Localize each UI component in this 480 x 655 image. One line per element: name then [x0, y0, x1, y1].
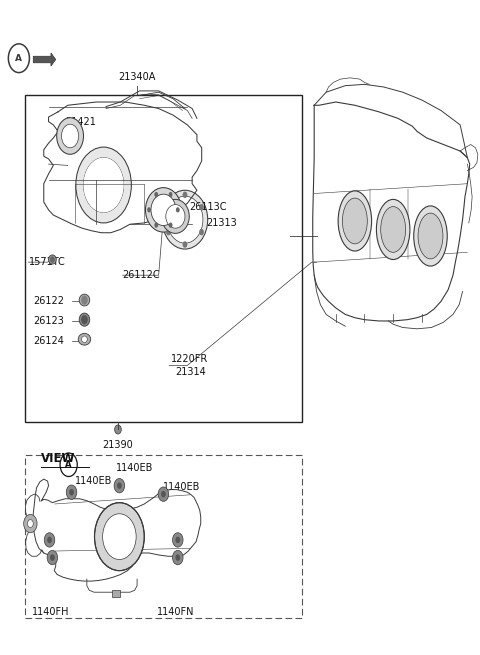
Ellipse shape — [414, 206, 447, 266]
Circle shape — [117, 482, 122, 489]
Polygon shape — [33, 53, 56, 66]
Text: 26123: 26123 — [33, 316, 64, 326]
Ellipse shape — [342, 198, 367, 244]
Ellipse shape — [48, 255, 56, 264]
Text: VIEW: VIEW — [41, 452, 76, 465]
Text: 21313: 21313 — [206, 218, 237, 228]
Circle shape — [175, 536, 180, 543]
Circle shape — [161, 491, 166, 497]
Ellipse shape — [79, 294, 90, 306]
Circle shape — [47, 550, 58, 565]
Circle shape — [158, 487, 168, 501]
Text: 1140EB: 1140EB — [163, 482, 201, 492]
Ellipse shape — [376, 199, 410, 259]
Circle shape — [24, 514, 37, 533]
Circle shape — [114, 479, 125, 493]
Circle shape — [199, 229, 204, 235]
Ellipse shape — [162, 190, 208, 249]
Circle shape — [84, 158, 124, 212]
Ellipse shape — [166, 204, 185, 228]
Text: 1140EB: 1140EB — [75, 476, 113, 485]
Text: 21390: 21390 — [103, 440, 133, 450]
Circle shape — [81, 315, 88, 324]
Circle shape — [168, 192, 172, 197]
Ellipse shape — [151, 194, 176, 225]
Text: A: A — [15, 54, 23, 63]
Text: 21340A: 21340A — [119, 73, 156, 83]
Circle shape — [175, 554, 180, 561]
Circle shape — [166, 204, 171, 210]
Circle shape — [103, 514, 136, 559]
Ellipse shape — [79, 313, 90, 326]
Circle shape — [69, 489, 74, 495]
Circle shape — [115, 425, 121, 434]
Ellipse shape — [82, 336, 87, 343]
Circle shape — [50, 554, 55, 561]
Ellipse shape — [381, 206, 406, 252]
Circle shape — [172, 533, 183, 547]
Circle shape — [182, 191, 187, 198]
Circle shape — [182, 241, 187, 248]
Circle shape — [166, 229, 171, 235]
Circle shape — [66, 485, 77, 499]
Text: 21421: 21421 — [65, 117, 96, 126]
Circle shape — [147, 207, 151, 212]
Ellipse shape — [78, 333, 91, 345]
Text: 26122: 26122 — [33, 296, 64, 307]
Text: 1140EB: 1140EB — [116, 462, 154, 473]
Bar — [112, 590, 120, 597]
Text: 21314: 21314 — [175, 367, 206, 377]
Ellipse shape — [167, 196, 203, 243]
Text: 1220FR: 1220FR — [170, 354, 208, 364]
Circle shape — [27, 519, 33, 527]
Ellipse shape — [338, 191, 372, 251]
Text: 1140FH: 1140FH — [32, 607, 70, 616]
Circle shape — [50, 256, 55, 263]
Circle shape — [81, 295, 88, 305]
Text: 26113C: 26113C — [190, 202, 227, 212]
Circle shape — [61, 124, 79, 148]
Circle shape — [76, 147, 132, 223]
Circle shape — [47, 536, 52, 543]
Text: A: A — [65, 460, 72, 469]
Text: 26124: 26124 — [33, 335, 64, 346]
Circle shape — [95, 502, 144, 571]
Bar — [24, 96, 302, 422]
Ellipse shape — [145, 187, 181, 232]
Circle shape — [172, 550, 183, 565]
Circle shape — [176, 207, 180, 212]
Text: 26112C: 26112C — [123, 271, 160, 280]
Circle shape — [199, 204, 204, 210]
Ellipse shape — [161, 199, 189, 233]
Bar — [24, 455, 302, 618]
Circle shape — [168, 223, 172, 228]
Circle shape — [155, 223, 158, 228]
Circle shape — [155, 192, 158, 197]
Text: 1140FN: 1140FN — [156, 607, 194, 616]
Circle shape — [44, 533, 55, 547]
Text: 1571TC: 1571TC — [28, 257, 65, 267]
Ellipse shape — [418, 213, 443, 259]
Circle shape — [57, 118, 84, 155]
